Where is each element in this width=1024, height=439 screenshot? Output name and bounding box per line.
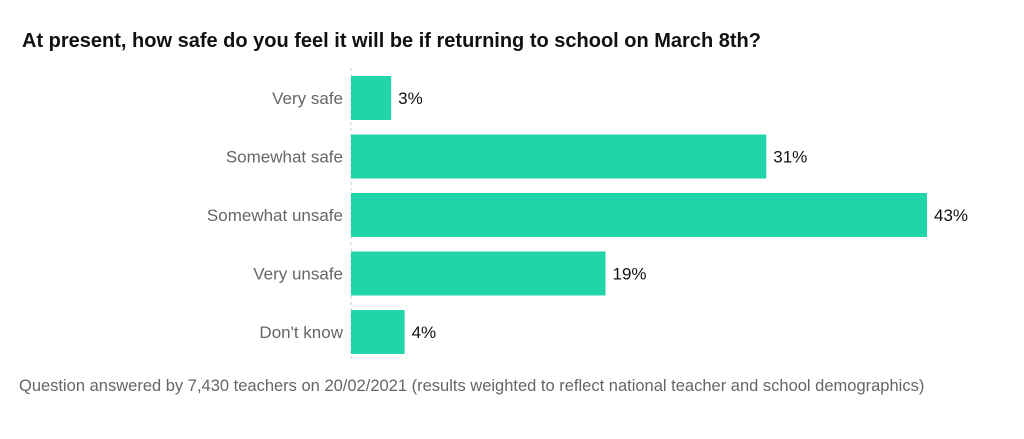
value-label: 4%: [412, 323, 437, 342]
bar: [351, 134, 767, 179]
bar: [351, 193, 927, 237]
value-label: 31%: [773, 148, 807, 167]
category-label: Very unsafe: [253, 265, 343, 284]
value-label: 3%: [398, 89, 423, 108]
bar: [351, 251, 606, 296]
chart-title: At present, how safe do you feel it will…: [22, 30, 761, 52]
category-label: Very safe: [272, 89, 343, 108]
bar: [351, 310, 405, 354]
category-label: Somewhat unsafe: [207, 206, 343, 225]
bar: [351, 76, 392, 120]
category-label: Somewhat safe: [226, 148, 343, 167]
value-label: 19%: [613, 265, 647, 284]
chart-footnote: Question answered by 7,430 teachers on 2…: [19, 377, 925, 395]
category-label: Don't know: [259, 323, 343, 342]
value-label: 43%: [934, 206, 968, 225]
